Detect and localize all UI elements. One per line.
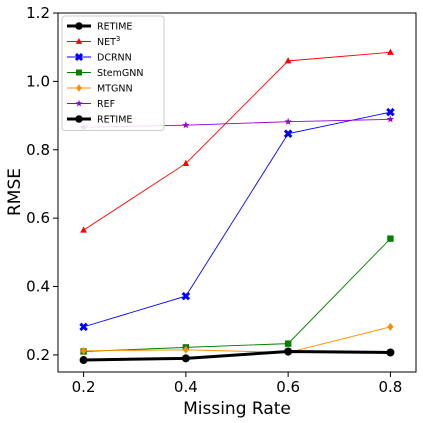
data-point bbox=[387, 48, 394, 55]
legend-marker bbox=[75, 99, 83, 107]
legend: RETIME NET3 DCRNN StemGNN MTGNN REF RETIME bbox=[61, 15, 165, 131]
x-axis-label: Missing Rate bbox=[183, 399, 291, 419]
legend-marker bbox=[75, 38, 83, 44]
legend-entry: RETIME bbox=[67, 22, 132, 33]
y-axis-ticks: 0.2 0.4 0.6 0.8 1.0 1.2 bbox=[26, 4, 58, 364]
series-net bbox=[80, 48, 394, 233]
data-point bbox=[284, 340, 292, 347]
legend-entry: DCRNN bbox=[67, 53, 132, 64]
x-axis-ticks: 0.2 0.4 0.6 0.8 bbox=[72, 372, 402, 396]
x-tick-label: 0.8 bbox=[378, 378, 402, 396]
data-point bbox=[80, 226, 87, 233]
series-line bbox=[83, 326, 391, 353]
data-point bbox=[79, 356, 88, 365]
legend-entry: NET3 bbox=[67, 35, 120, 48]
x-tick-label: 0.4 bbox=[174, 378, 198, 396]
legend-entry: REF bbox=[67, 99, 115, 110]
legend-label: RETIME bbox=[97, 22, 132, 33]
series-retime bbox=[79, 347, 395, 365]
y-tick-label: 1.2 bbox=[26, 4, 50, 22]
legend-entry: StemGNN bbox=[67, 68, 143, 79]
x-tick-label: 0.2 bbox=[72, 378, 96, 396]
y-axis-label: RMSE bbox=[5, 168, 25, 216]
legend-label: MTGNN bbox=[97, 84, 133, 95]
legend-marker bbox=[74, 52, 84, 62]
data-point bbox=[182, 345, 189, 354]
data-point bbox=[387, 235, 394, 242]
legend-marker bbox=[75, 22, 83, 30]
y-tick-label: 1.0 bbox=[26, 72, 50, 90]
data-point bbox=[182, 121, 190, 129]
data-point bbox=[386, 348, 395, 357]
legend-marker bbox=[75, 115, 83, 123]
data-point bbox=[387, 322, 394, 331]
legend-label: DCRNN bbox=[97, 53, 132, 64]
data-point bbox=[182, 159, 190, 166]
data-point bbox=[181, 291, 191, 301]
legend-box bbox=[61, 15, 165, 131]
data-point bbox=[181, 354, 190, 363]
data-point bbox=[284, 347, 293, 356]
data-point bbox=[386, 115, 395, 123]
legend-label: RETIME bbox=[97, 115, 132, 126]
y-tick-label: 0.6 bbox=[26, 209, 50, 227]
x-tick-label: 0.6 bbox=[276, 378, 300, 396]
series-line bbox=[83, 238, 391, 352]
series-layer bbox=[79, 48, 395, 365]
y-tick-label: 0.2 bbox=[26, 346, 50, 364]
series-dcrnn bbox=[79, 107, 395, 332]
legend-label: StemGNN bbox=[97, 68, 143, 79]
legend-label: NET3 bbox=[97, 35, 120, 48]
series-line bbox=[83, 111, 391, 328]
data-point bbox=[284, 57, 292, 64]
y-tick-label: 0.4 bbox=[26, 278, 50, 296]
data-point bbox=[80, 346, 87, 355]
series-line bbox=[83, 51, 391, 231]
y-tick-label: 0.8 bbox=[26, 141, 50, 159]
legend-entry: MTGNN bbox=[67, 84, 133, 95]
legend-marker bbox=[76, 69, 82, 76]
legend-label-superscript: 3 bbox=[116, 35, 120, 43]
data-point bbox=[284, 117, 292, 125]
data-point bbox=[79, 322, 88, 332]
data-point bbox=[283, 129, 293, 138]
data-point bbox=[386, 107, 395, 117]
legend-entry: RETIME bbox=[67, 115, 132, 126]
legend-label: REF bbox=[97, 99, 115, 110]
legend-marker bbox=[76, 84, 82, 92]
series-line bbox=[83, 349, 391, 362]
